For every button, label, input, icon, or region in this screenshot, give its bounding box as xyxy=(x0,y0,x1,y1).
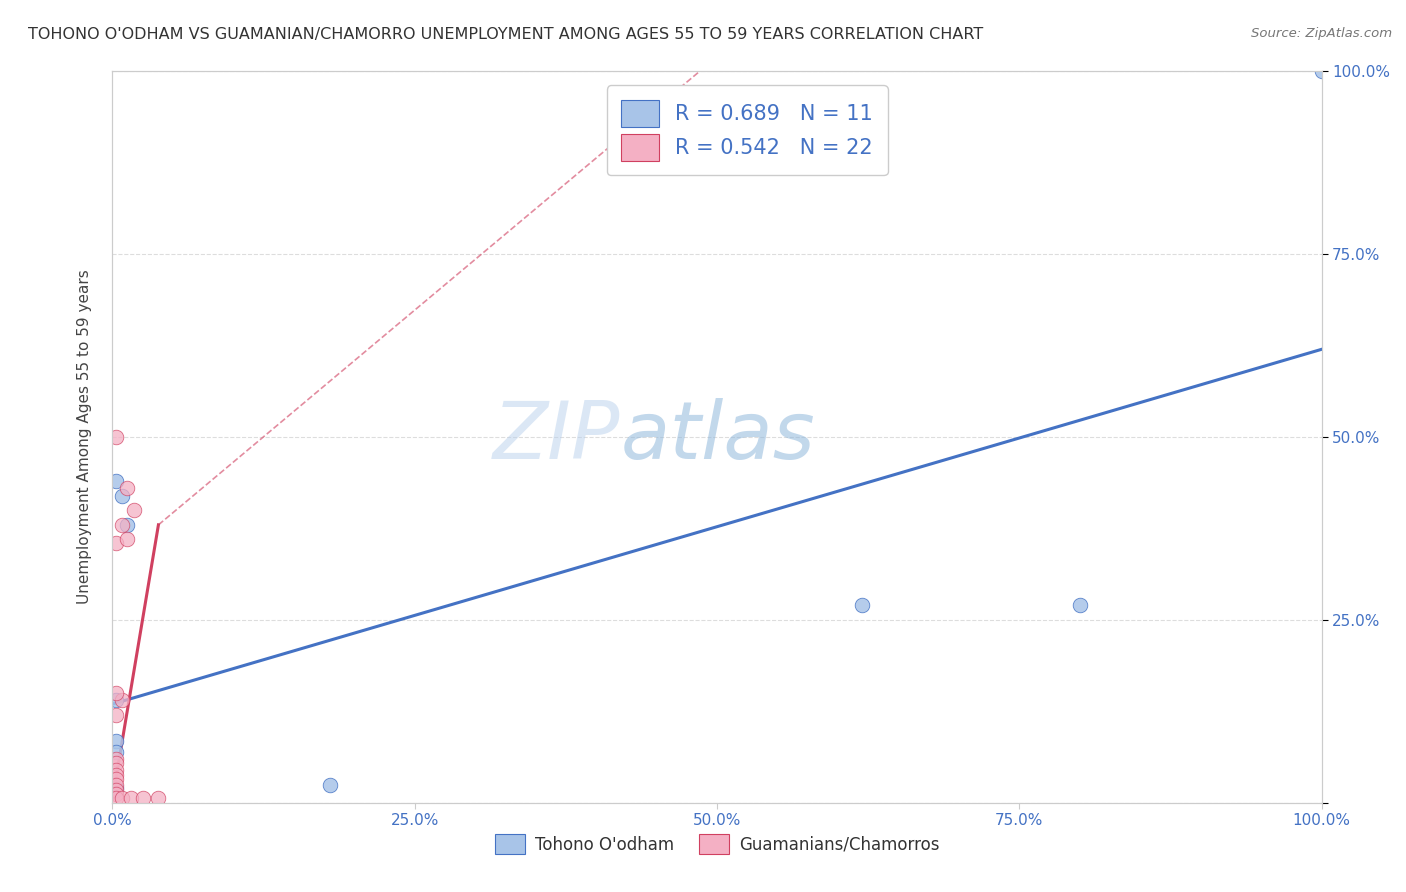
Point xyxy=(1069,599,1091,613)
Point xyxy=(105,693,128,707)
Point xyxy=(120,791,142,805)
Point xyxy=(105,777,128,792)
Text: ZIP: ZIP xyxy=(494,398,620,476)
Point xyxy=(105,791,128,805)
Point xyxy=(115,517,138,532)
Point xyxy=(105,733,128,747)
Point xyxy=(105,787,128,801)
Point xyxy=(1310,64,1333,78)
Point xyxy=(111,791,134,805)
Point xyxy=(105,763,128,777)
Text: atlas: atlas xyxy=(620,398,815,476)
Point xyxy=(105,686,128,700)
Point xyxy=(851,599,873,613)
Legend: Tohono O'odham, Guamanians/Chamorros: Tohono O'odham, Guamanians/Chamorros xyxy=(488,828,946,860)
Point xyxy=(319,777,342,792)
Point xyxy=(105,782,128,797)
Point xyxy=(115,481,138,495)
Point xyxy=(122,503,145,517)
Point xyxy=(105,708,128,723)
Point xyxy=(105,772,128,787)
Point xyxy=(148,791,170,805)
Point xyxy=(105,474,128,488)
Point xyxy=(111,489,134,503)
Y-axis label: Unemployment Among Ages 55 to 59 years: Unemployment Among Ages 55 to 59 years xyxy=(77,269,91,605)
Text: Source: ZipAtlas.com: Source: ZipAtlas.com xyxy=(1251,27,1392,40)
Point xyxy=(132,791,155,805)
Point xyxy=(115,533,138,547)
Point xyxy=(105,756,128,770)
Point xyxy=(111,693,134,707)
Point xyxy=(105,745,128,759)
Point xyxy=(105,781,128,796)
Text: TOHONO O'ODHAM VS GUAMANIAN/CHAMORRO UNEMPLOYMENT AMONG AGES 55 TO 59 YEARS CORR: TOHONO O'ODHAM VS GUAMANIAN/CHAMORRO UNE… xyxy=(28,27,983,42)
Point xyxy=(111,517,134,532)
Point xyxy=(105,752,128,766)
Point xyxy=(105,536,128,550)
Point xyxy=(105,430,128,444)
Point xyxy=(105,768,128,782)
